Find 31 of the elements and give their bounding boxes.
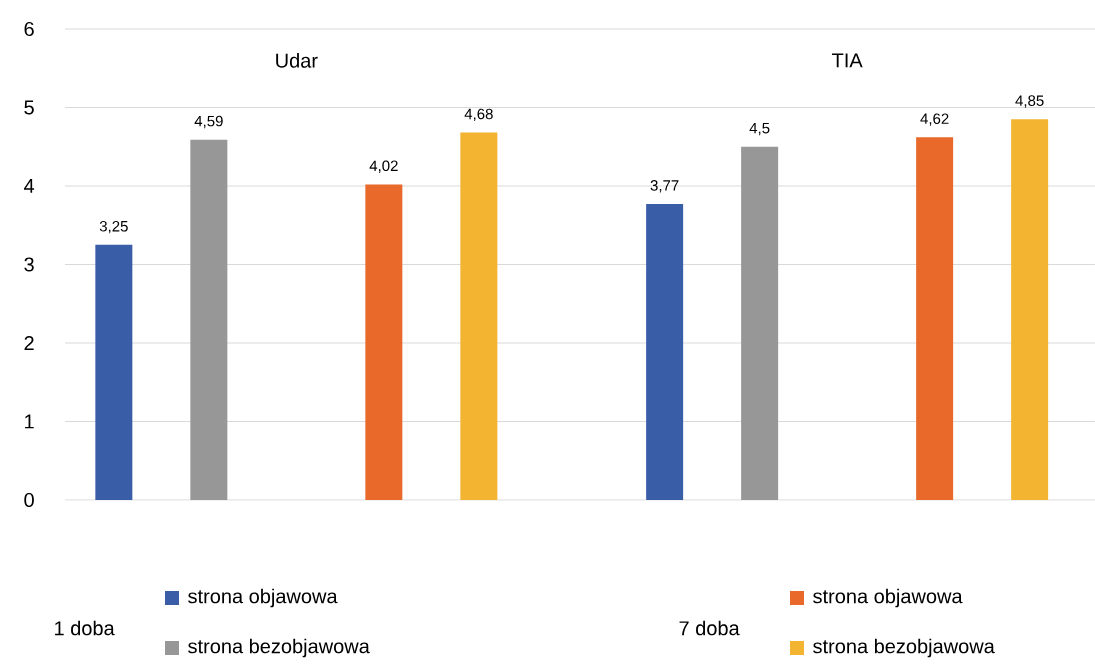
- legend-label: strona objawowa: [813, 588, 963, 608]
- bar: [1011, 119, 1049, 500]
- data-label: 4,85: [1015, 95, 1044, 108]
- y-tick-label: 4: [24, 179, 35, 193]
- text: 7 doba: [679, 620, 740, 636]
- y-tick-label: 5: [24, 100, 34, 115]
- legend-label: strona objawowa: [188, 588, 338, 608]
- x-tick-label: Udar: [276, 53, 318, 68]
- data-label: 4,59: [194, 115, 223, 129]
- bar: [460, 132, 498, 500]
- data-label: 3,25: [99, 220, 128, 234]
- y-tick-label: 0: [24, 492, 34, 508]
- bar: [365, 184, 403, 500]
- legend-label: strona bezobjawowa: [188, 638, 370, 658]
- y-tick-label: 3: [24, 257, 34, 272]
- y-tick-label: 1: [25, 414, 34, 429]
- bar: [95, 244, 133, 500]
- bar: [741, 146, 779, 500]
- data-label: 4,02: [369, 160, 398, 173]
- data-label: 3,77: [650, 180, 679, 193]
- x-tick-label: TIA: [832, 53, 863, 68]
- data-label: 4,68: [464, 108, 493, 122]
- bar: [916, 137, 954, 500]
- data-label: 4,5: [749, 122, 770, 136]
- data-label: 4,62: [920, 113, 949, 126]
- bar: [190, 139, 228, 500]
- legend-label: strona bezobjawowa: [813, 638, 995, 658]
- text: 1 doba: [55, 620, 115, 636]
- y-tick-label: 6: [24, 21, 34, 37]
- bar: [646, 204, 684, 500]
- y-tick-label: 2: [24, 336, 34, 350]
